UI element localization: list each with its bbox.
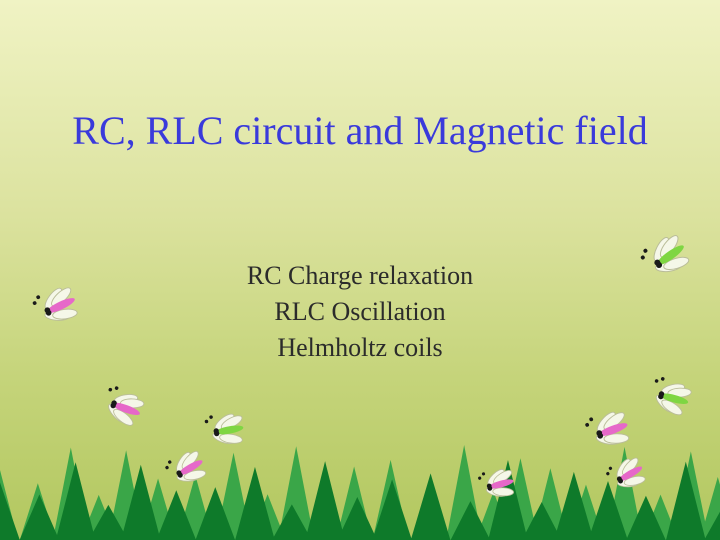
dragonfly-icon <box>639 367 705 433</box>
slide-subtitles: RC Charge relaxation RLC Oscillation Hel… <box>0 258 720 366</box>
subtitle-line: RLC Oscillation <box>0 294 720 330</box>
slide-title: RC, RLC circuit and Magnetic field <box>0 108 720 154</box>
slide: RC, RLC circuit and Magnetic field RC Ch… <box>0 0 720 540</box>
subtitle-line: RC Charge relaxation <box>0 258 720 294</box>
subtitle-line: Helmholtz coils <box>0 330 720 366</box>
